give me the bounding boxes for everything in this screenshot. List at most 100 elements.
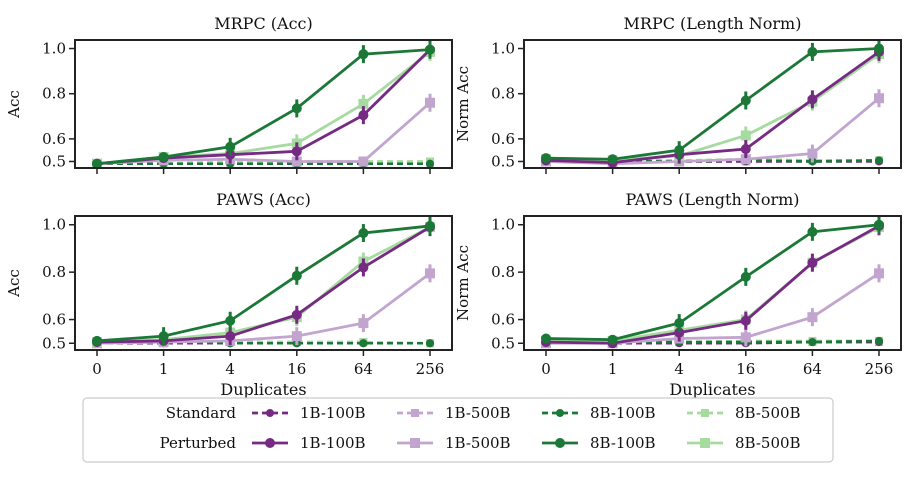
y-axis-label: Acc — [5, 269, 23, 298]
y-tick-label: 0.8 — [42, 85, 66, 103]
data-point — [874, 93, 884, 104]
data-point — [291, 103, 302, 114]
data-point — [358, 228, 369, 239]
legend-marker — [556, 409, 564, 417]
x-tick-label: 4 — [225, 360, 235, 378]
series-line — [545, 97, 880, 166]
legend-entry-standard-8B-100B: 8B-100B — [542, 404, 656, 422]
series-line — [545, 223, 880, 342]
series-line — [545, 224, 880, 345]
series-line — [96, 224, 431, 343]
data-point — [740, 315, 751, 326]
y-tick-label: 0.8 — [491, 85, 515, 103]
series-line — [546, 225, 880, 343]
data-point — [425, 44, 435, 55]
x-axis-label: Duplicates — [220, 380, 306, 399]
data-point — [426, 339, 434, 348]
legend-entry-perturbed-8B-500B: 8B-500B — [687, 434, 801, 452]
series-perturbed-1B-500B — [541, 89, 884, 169]
data-point — [426, 159, 434, 168]
data-point — [607, 334, 618, 345]
data-point — [225, 331, 236, 342]
data-point — [874, 43, 884, 54]
plot-frame — [74, 215, 453, 351]
series-perturbed-1B-100B — [92, 218, 435, 348]
data-point — [158, 151, 169, 162]
data-point — [358, 262, 369, 273]
data-point — [158, 331, 169, 342]
data-point — [291, 331, 302, 342]
chart-title: MRPC (Acc) — [214, 14, 312, 33]
series-perturbed-8B-100B — [92, 216, 435, 346]
chart-title: MRPC (Length Norm) — [624, 14, 802, 33]
data-point — [874, 268, 884, 279]
data-point — [807, 257, 818, 268]
legend-entry-perturbed-1B-500B: 1B-500B — [397, 434, 511, 452]
chart-panel-2: MRPC (Length Norm) 0.5 0.6 0.8 1.0 Norm Acc — [454, 14, 902, 174]
y-tick-label: 0.8 — [42, 263, 66, 281]
y-tick-label: 0.5 — [491, 152, 515, 170]
series-perturbed-8B-500B — [92, 218, 435, 348]
data-point — [874, 219, 884, 230]
legend-entry-perturbed-1B-100B: 1B-100B — [252, 434, 366, 452]
series-line — [96, 48, 431, 166]
legend-marker — [266, 409, 274, 417]
x-tick-label: 64 — [354, 360, 373, 378]
data-point — [358, 318, 369, 329]
x-axis-label: Duplicates — [669, 380, 755, 399]
y-tick-label: 0.6 — [491, 130, 515, 148]
data-point — [740, 130, 751, 141]
data-point — [425, 220, 435, 231]
x-tick-label: 1 — [608, 360, 618, 378]
data-point — [291, 309, 302, 320]
data-point — [807, 94, 818, 105]
data-point — [740, 95, 751, 106]
x-tick-label: 1 — [159, 360, 169, 378]
data-point — [807, 312, 818, 323]
data-point — [740, 154, 751, 165]
data-point — [291, 156, 302, 167]
data-point — [425, 268, 435, 279]
plot-frame — [523, 39, 902, 169]
y-tick-label: 0.5 — [42, 334, 66, 352]
legend-label: 8B-100B — [590, 404, 656, 422]
legend-label: 1B-500B — [445, 404, 511, 422]
series-perturbed-1B-100B — [541, 216, 884, 349]
data-point — [674, 145, 685, 156]
y-tick-label: 1.0 — [42, 216, 66, 234]
data-point — [541, 333, 551, 344]
y-tick-label: 0.6 — [42, 130, 66, 148]
legend-label: 1B-100B — [300, 404, 366, 422]
y-axis-label: Acc — [5, 90, 23, 119]
data-point — [92, 335, 102, 346]
series-perturbed-1B-500B — [92, 264, 435, 349]
series-line — [545, 47, 880, 161]
chart-panel-3: PAWS (Acc) 0.5 0.6 0.8 1.0 Acc 0 1 4 16 64 256 Dupli… — [5, 190, 453, 399]
data-point — [358, 49, 369, 60]
data-point — [291, 270, 302, 281]
data-point — [740, 271, 751, 282]
y-tick-label: 1.0 — [491, 216, 515, 234]
series-line — [96, 101, 431, 166]
legend: Standard 1B-100B 1B-500B 8B-100B 8B-500B Pert… — [82, 397, 834, 463]
series-perturbed-8B-100B — [541, 215, 884, 345]
data-point — [808, 338, 817, 347]
series-perturbed-1B-500B — [541, 264, 884, 349]
x-tick-label: 256 — [865, 360, 894, 378]
chart-title: PAWS (Acc) — [216, 190, 311, 209]
series-line — [96, 225, 431, 344]
data-point — [875, 156, 883, 165]
data-point — [740, 332, 751, 343]
legend-label: 8B-500B — [735, 434, 801, 452]
series-perturbed-8B-100B — [541, 39, 884, 165]
y-tick-label: 0.5 — [491, 334, 515, 352]
chart-panel-1: MRPC (Acc) 0.5 0.6 0.8 1.0 Acc — [5, 14, 453, 174]
legend-row-label: Standard — [166, 404, 237, 422]
data-point — [225, 141, 236, 152]
data-point — [358, 110, 369, 121]
series-line — [545, 50, 880, 165]
data-point — [225, 315, 236, 326]
data-point — [807, 46, 818, 57]
chart-panel-4: PAWS (Length Norm) 0.5 0.6 0.8 1.0 Norm Acc 0 1… — [454, 190, 902, 399]
